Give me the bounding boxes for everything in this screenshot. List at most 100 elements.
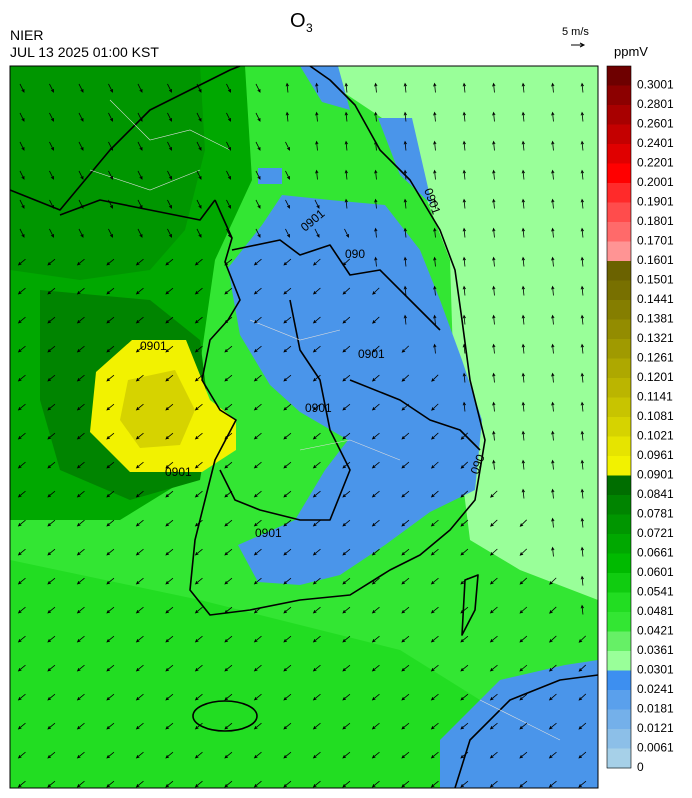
wind-arrow: [137, 112, 143, 122]
wind-arrow: [76, 374, 85, 382]
wind-arrow: [76, 664, 85, 672]
wind-arrow: [283, 664, 292, 672]
wind-arrow: [492, 256, 496, 267]
wind-arrow: [165, 258, 174, 266]
wind-arrow: [519, 606, 528, 614]
wind-arrow: [374, 198, 378, 209]
wind-arrow: [194, 490, 203, 498]
wind-arrow: [283, 345, 292, 353]
wind-arrow: [374, 256, 378, 267]
colorbar-label: 0.0901: [637, 468, 674, 482]
wind-arrow: [17, 403, 26, 411]
wind-arrow: [580, 285, 584, 296]
wind-arrow: [433, 256, 437, 267]
wind-arrow: [371, 490, 380, 498]
wind-arrow: [371, 664, 380, 672]
wind-arrow: [283, 606, 292, 614]
wind-arrow: [194, 316, 203, 324]
wind-arrow: [342, 606, 351, 614]
colorbar-swatch: [607, 495, 631, 515]
wind-arrow: [433, 314, 437, 325]
wind-arrow: [342, 403, 351, 411]
wind-arrow: [519, 780, 528, 788]
wind-arrow: [403, 227, 407, 238]
colorbar-label: 0.0241: [637, 682, 674, 696]
wind-arrow: [253, 345, 262, 353]
colorbar-swatch: [607, 280, 631, 301]
wind-arrow: [47, 519, 56, 527]
wind-arrow: [460, 461, 469, 469]
wind-arrow: [548, 693, 557, 701]
wind-arrow: [430, 664, 439, 672]
wind-arrow: [433, 111, 437, 122]
wind-arrow: [165, 635, 174, 643]
wind-arrow: [137, 83, 143, 93]
wind-arrow: [489, 606, 498, 614]
wind-arrow: [462, 198, 466, 209]
wind-arrow: [430, 635, 439, 643]
wind-arrow: [226, 228, 231, 238]
wind-arrow: [312, 258, 321, 266]
wind-arrow: [76, 403, 85, 411]
wind-arrow: [430, 722, 439, 730]
wind-arrow: [165, 345, 174, 353]
wind-arrow: [224, 490, 233, 498]
wind-arrow: [314, 228, 320, 238]
colorbar-unit: ppmV: [614, 44, 648, 59]
colorbar-label: 0.1381: [637, 312, 674, 326]
wind-arrow: [224, 780, 233, 788]
wind-arrow: [433, 82, 437, 93]
wind-arrow: [403, 111, 407, 122]
wind-arrow: [17, 374, 26, 382]
wind-arrow: [253, 606, 262, 614]
colorbar-swatch: [607, 397, 631, 418]
wind-arrow: [521, 314, 525, 325]
colorbar-label: 0.0721: [637, 526, 674, 540]
colorbar-label: 0.1261: [637, 351, 674, 365]
wind-arrow: [135, 490, 144, 498]
wind-arrow: [106, 664, 115, 672]
wind-arrow: [342, 664, 351, 672]
wind-arrow: [401, 606, 410, 614]
wind-arrow: [194, 635, 203, 643]
wind-arrow: [315, 82, 319, 93]
wind-arrow: [462, 256, 466, 267]
wind-arrow: [49, 199, 54, 209]
wind-arrow: [521, 285, 525, 296]
wind-arrow: [165, 403, 174, 411]
wind-arrow: [253, 432, 262, 440]
wind-arrow: [19, 83, 25, 93]
wind-arrow: [489, 722, 498, 730]
colorbar-swatch: [607, 612, 631, 632]
wind-arrow: [49, 228, 54, 238]
wind-arrow: [76, 519, 85, 527]
wind-arrow: [344, 169, 348, 180]
wind-arrow: [167, 228, 172, 238]
wind-arrow: [521, 372, 525, 383]
wind-arrow: [283, 519, 292, 527]
wind-arrow: [285, 82, 289, 93]
wind-arrow: [551, 227, 555, 238]
wind-arrow: [194, 519, 203, 527]
wind-arrow: [253, 635, 262, 643]
wind-arrow: [580, 227, 584, 238]
wind-arrow: [106, 374, 115, 382]
wind-arrow: [194, 403, 203, 411]
wind-arrow: [460, 780, 469, 788]
wind-arrow: [521, 401, 525, 412]
wind-arrow: [106, 316, 115, 324]
wind-arrow: [578, 693, 587, 701]
wind-arrow: [19, 228, 25, 238]
wind-arrow: [492, 169, 496, 180]
wind-arrow: [255, 228, 261, 238]
wind-arrow: [253, 374, 262, 382]
wind-arrow: [521, 227, 525, 238]
wind-arrow: [551, 372, 555, 383]
colorbar-swatch: [607, 105, 631, 125]
wind-arrow: [47, 606, 56, 614]
wind-arrow: [108, 199, 113, 209]
wind-arrow: [283, 548, 292, 556]
wind-arrow: [489, 548, 498, 556]
wind-arrow: [580, 198, 584, 209]
